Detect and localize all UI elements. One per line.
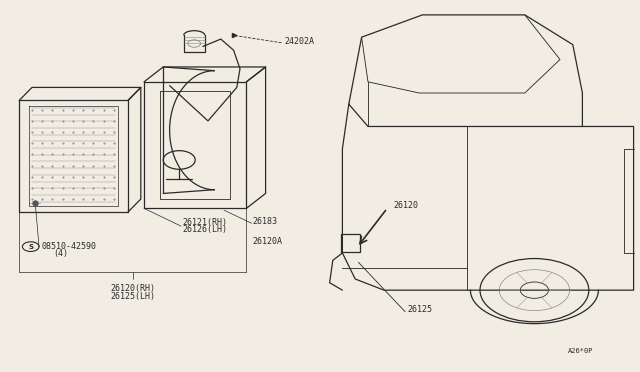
Text: 26120(RH): 26120(RH) [110, 284, 156, 293]
Text: 26126(LH): 26126(LH) [182, 225, 227, 234]
Text: (4): (4) [53, 249, 68, 258]
Text: 26183: 26183 [253, 217, 278, 226]
Text: 26125(LH): 26125(LH) [110, 292, 156, 301]
Text: 08510-42590: 08510-42590 [42, 242, 97, 251]
Text: 26121(RH): 26121(RH) [182, 218, 227, 227]
Text: 24202A: 24202A [285, 37, 315, 46]
Text: A26*0P: A26*0P [568, 348, 594, 354]
Text: S: S [28, 244, 33, 250]
Text: 26125: 26125 [407, 305, 432, 314]
Text: 26120: 26120 [394, 201, 419, 210]
Text: 26120A: 26120A [253, 237, 283, 246]
Bar [341, 234, 360, 252]
